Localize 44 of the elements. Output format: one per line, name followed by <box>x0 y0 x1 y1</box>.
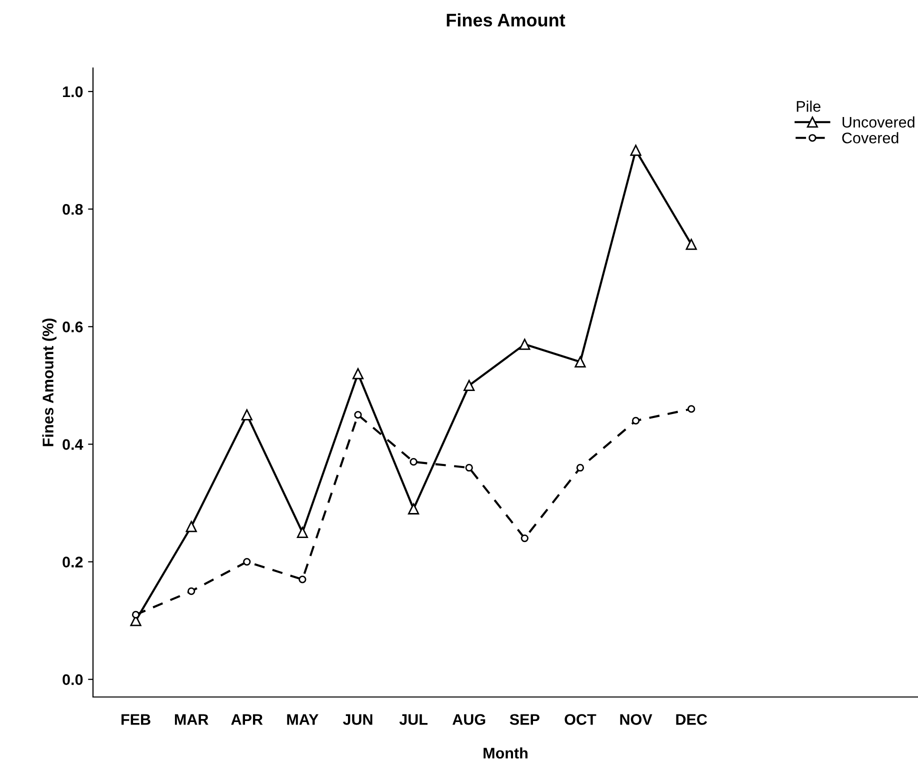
point <box>520 534 528 542</box>
x-tick-label: AUG <box>452 714 486 725</box>
point <box>574 356 586 368</box>
x-tick-label: MAY <box>287 714 318 725</box>
x-tick-label: MAR <box>174 714 208 725</box>
point <box>243 558 251 566</box>
point <box>241 409 252 420</box>
point <box>410 458 418 466</box>
point <box>132 610 140 619</box>
point <box>464 380 475 391</box>
point <box>465 464 473 472</box>
y-axis-title: Fines Amount (%) <box>42 318 56 446</box>
x-tick-label: JUL <box>399 714 428 725</box>
x-tick-label: OCT <box>564 714 596 725</box>
x-tick-label: APR <box>231 714 263 725</box>
x-tick-label: NOV <box>620 714 652 725</box>
point <box>576 464 584 472</box>
y-tick-label: 0.8 <box>62 204 83 215</box>
point <box>352 368 364 380</box>
point <box>408 503 420 514</box>
x-tick-label: FEB <box>122 714 150 725</box>
legend-title: Pile <box>796 100 820 112</box>
x-tick-label: JUN <box>342 714 372 725</box>
point <box>186 520 197 532</box>
point <box>354 411 362 419</box>
point <box>632 416 640 425</box>
y-tick-label: 0.6 <box>62 322 83 332</box>
y-tick-label: 0.4 <box>62 439 84 450</box>
point <box>298 576 306 584</box>
point <box>688 405 696 413</box>
legend-label: Uncovered <box>842 116 914 128</box>
y-tick-label: 0.2 <box>62 556 83 568</box>
x-tick-label: SEP <box>510 714 540 725</box>
x-tick-label: DEC <box>676 714 708 725</box>
y-tick-label: 1.0 <box>63 86 83 98</box>
point <box>296 526 308 538</box>
point <box>188 587 196 596</box>
point <box>630 144 642 156</box>
y-tick-label: 0.0 <box>62 674 83 686</box>
chart-title: Fines Amount <box>446 13 566 27</box>
point <box>519 338 530 350</box>
x-axis-title: Month <box>484 747 528 759</box>
point <box>686 238 697 250</box>
legend-label: Covered <box>842 132 898 144</box>
